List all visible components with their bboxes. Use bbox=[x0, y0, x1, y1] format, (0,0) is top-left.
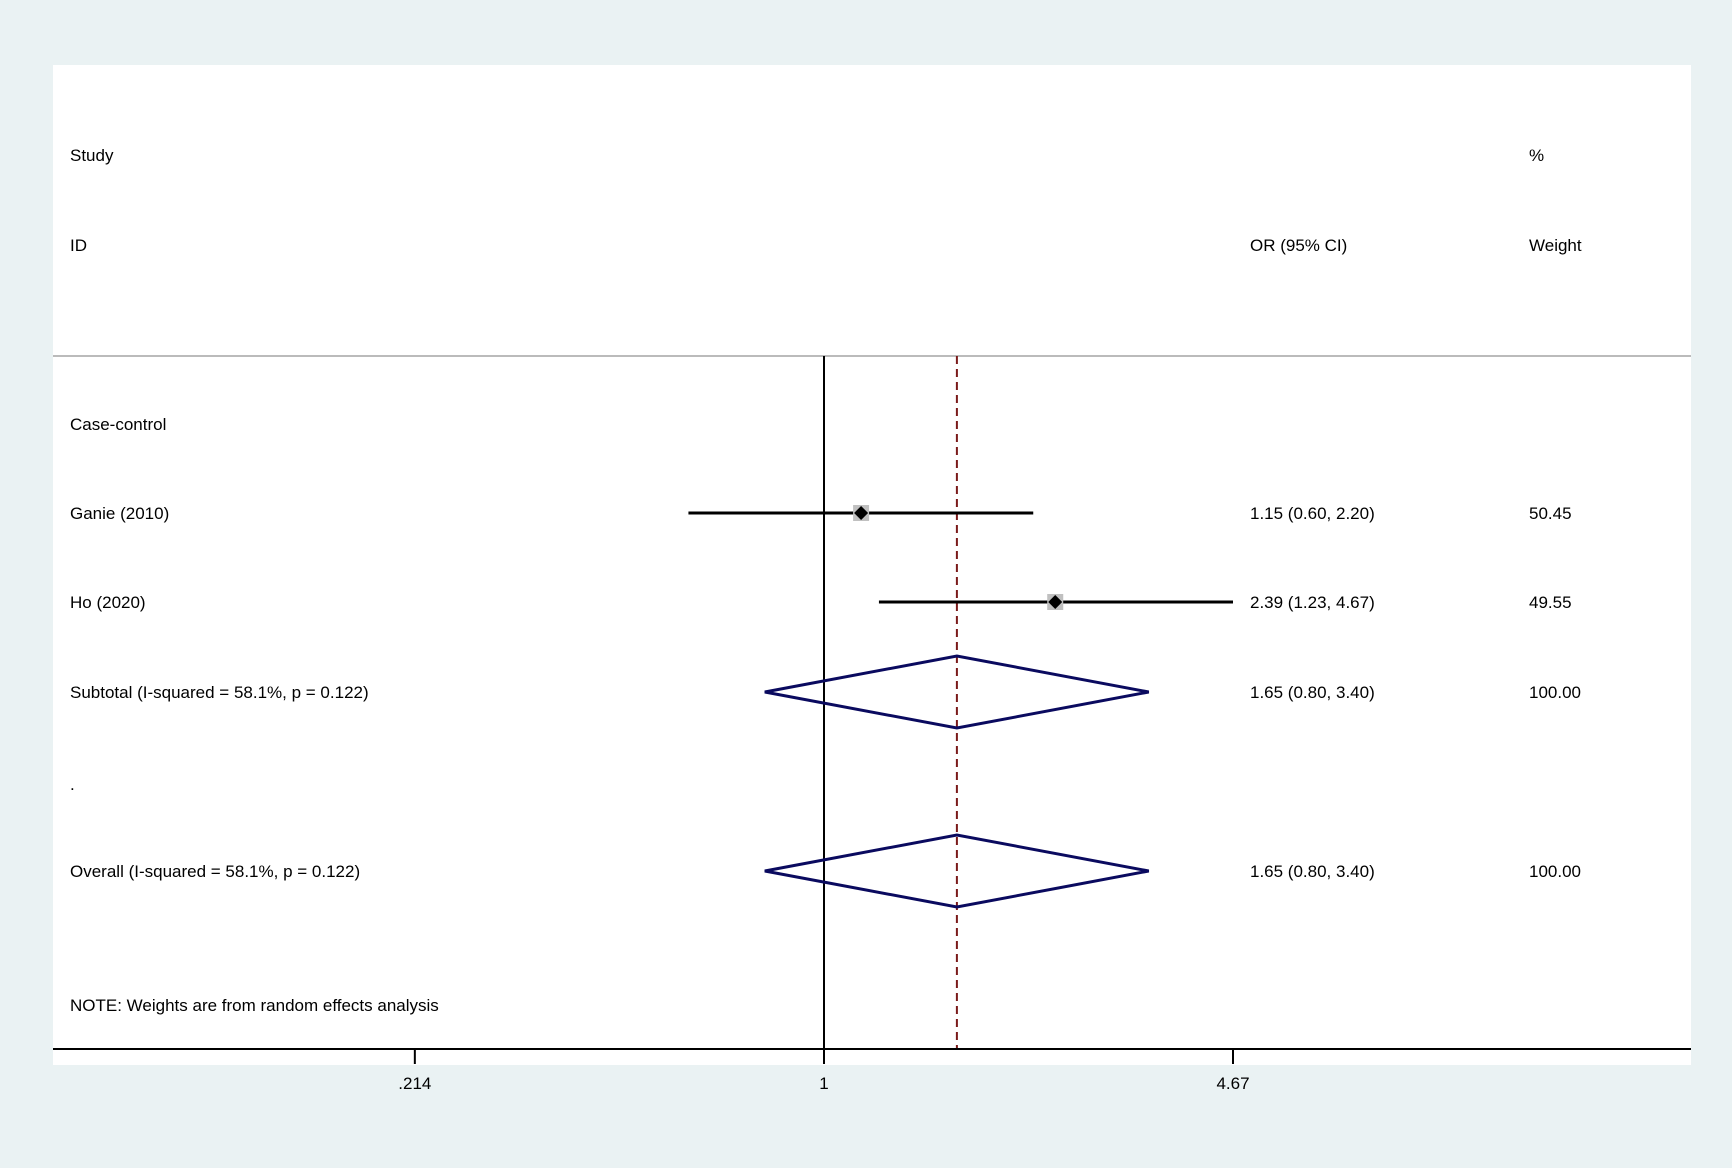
footnote: NOTE: Weights are from random effects an… bbox=[70, 996, 439, 1015]
study-label: Ganie (2010) bbox=[70, 504, 169, 523]
x-tick-label: 4.67 bbox=[1216, 1074, 1249, 1093]
point-estimate bbox=[854, 506, 869, 520]
x-tick-label: .214 bbox=[398, 1074, 431, 1093]
weight-text: 50.45 bbox=[1529, 504, 1572, 523]
study-label: Ho (2020) bbox=[70, 593, 146, 612]
weight-text: 100.00 bbox=[1529, 683, 1581, 702]
plot-marks bbox=[688, 356, 1233, 1049]
ci-text: 1.65 (0.80, 3.40) bbox=[1250, 862, 1375, 881]
header-weight-pct: % bbox=[1529, 146, 1544, 165]
ci-text: 1.15 (0.60, 2.20) bbox=[1250, 504, 1375, 523]
weight-text: 49.55 bbox=[1529, 593, 1572, 612]
plot-panel bbox=[53, 65, 1691, 1065]
group-label: Case-control bbox=[70, 415, 166, 434]
header-study: Study bbox=[70, 146, 114, 165]
spacer-mark: . bbox=[70, 775, 75, 794]
weight-text: 100.00 bbox=[1529, 862, 1581, 881]
ci-text: 1.65 (0.80, 3.40) bbox=[1250, 683, 1375, 702]
ci-text: 2.39 (1.23, 4.67) bbox=[1250, 593, 1375, 612]
header-weight: Weight bbox=[1529, 236, 1582, 255]
header-id: ID bbox=[70, 236, 87, 255]
x-axis-ticks: .214 1 4.67 bbox=[398, 1049, 1250, 1093]
study-label: Subtotal (I-squared = 58.1%, p = 0.122) bbox=[70, 683, 369, 702]
row-labels: Case-control Ganie (2010) 1.15 (0.60, 2.20… bbox=[70, 415, 1581, 881]
header-effect: OR (95% CI) bbox=[1250, 236, 1347, 255]
pooled-diamond bbox=[764, 654, 1150, 730]
pooled-diamond bbox=[764, 833, 1150, 909]
x-tick-label: 1 bbox=[819, 1074, 828, 1093]
study-label: Overall (I-squared = 58.1%, p = 0.122) bbox=[70, 862, 360, 881]
point-estimate bbox=[1048, 595, 1063, 609]
